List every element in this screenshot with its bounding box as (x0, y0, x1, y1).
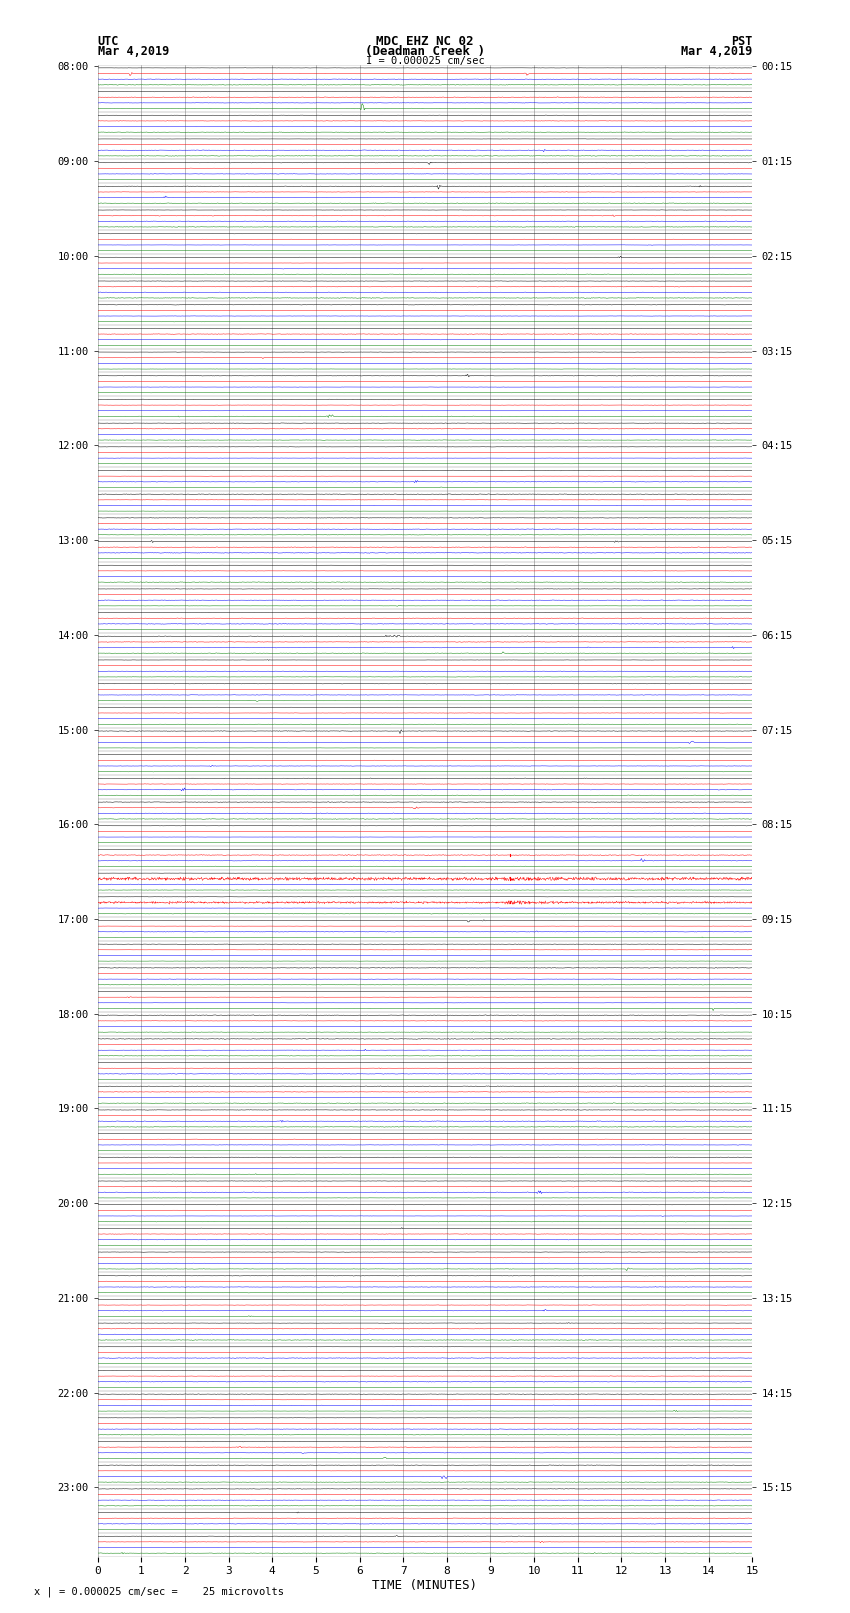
Text: MDC EHZ NC 02: MDC EHZ NC 02 (377, 35, 473, 48)
X-axis label: TIME (MINUTES): TIME (MINUTES) (372, 1579, 478, 1592)
Text: PST: PST (731, 35, 752, 48)
Text: Mar 4,2019: Mar 4,2019 (681, 45, 752, 58)
Text: (Deadman Creek ): (Deadman Creek ) (365, 45, 485, 58)
Text: x | = 0.000025 cm/sec =    25 microvolts: x | = 0.000025 cm/sec = 25 microvolts (34, 1586, 284, 1597)
Text: UTC: UTC (98, 35, 119, 48)
Text: I = 0.000025 cm/sec: I = 0.000025 cm/sec (366, 56, 484, 66)
Text: Mar 4,2019: Mar 4,2019 (98, 45, 169, 58)
